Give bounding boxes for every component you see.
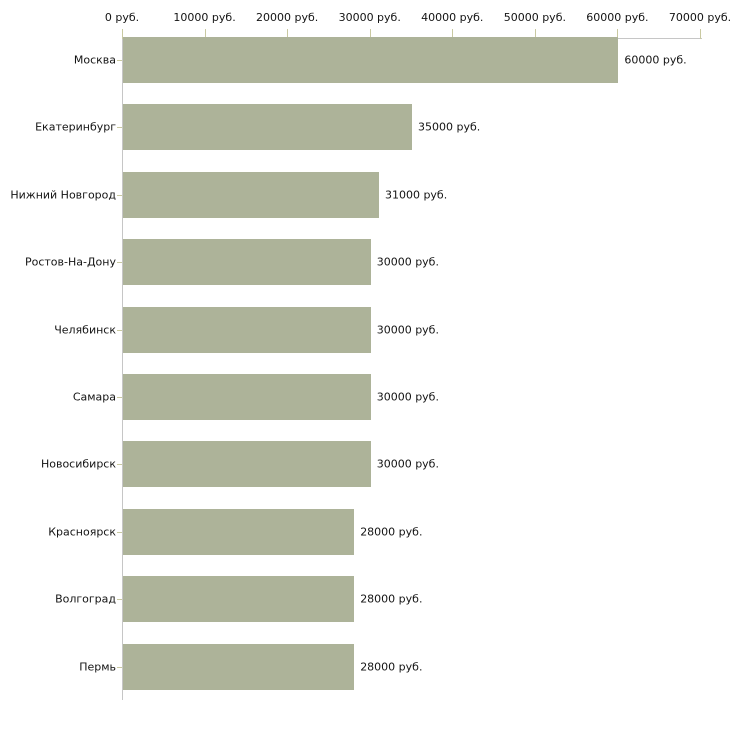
y-tick-mark [117,666,122,668]
y-tick-mark [117,60,122,61]
x-tick-mark [452,29,454,39]
category-label: Новосибирск [40,457,116,471]
x-tick-mark [699,29,701,39]
x-tick-label: 50000 руб. [503,11,566,24]
y-tick-mark [117,194,122,196]
x-tick-label: 30000 руб. [338,11,401,24]
x-tick-label: 60000 руб. [586,11,649,24]
bar [123,374,371,420]
value-label: 30000 руб. [376,390,439,404]
y-tick-mark [117,599,122,601]
value-label: 28000 руб. [360,525,423,539]
category-label: Екатеринбург [35,120,116,134]
category-label: Пермь [79,660,116,674]
category-label: Москва [73,53,116,67]
category-label: Ростов-На-Дону [24,255,116,269]
y-tick-mark [117,262,122,264]
category-label: Самара [72,390,116,404]
bar [123,441,371,488]
category-label: Нижний Новгород [10,188,116,202]
bar [123,576,355,623]
x-tick-label: 10000 руб. [173,11,236,24]
value-label: 28000 руб. [360,660,423,674]
bar [123,643,355,690]
value-label: 30000 руб. [376,457,439,471]
bar [123,37,619,83]
bar [123,306,371,353]
y-tick-mark [117,127,122,129]
value-label: 35000 руб. [417,120,481,134]
x-tick-label: 40000 руб. [421,11,484,24]
y-axis-line [122,33,123,700]
y-tick-mark [117,329,122,331]
value-label: 28000 руб. [360,592,423,606]
x-tick-label: 70000 руб. [668,11,730,24]
value-label: 30000 руб. [376,255,439,269]
value-label: 31000 руб. [384,188,448,202]
bar [123,508,355,555]
bar [123,171,379,218]
y-tick-mark [117,464,122,466]
bar [123,104,412,151]
x-tick-mark [369,29,371,39]
y-tick-mark [117,531,122,533]
bar [123,239,371,286]
x-tick-label: 20000 руб. [255,11,319,24]
x-tick-mark [287,29,289,39]
x-tick-mark [617,29,619,39]
category-label: Челябинск [54,323,116,337]
x-tick-mark [122,29,123,39]
value-label: 60000 руб. [624,53,687,67]
category-label: Красноярск [48,525,116,539]
x-tick-mark [204,29,206,39]
value-label: 30000 руб. [376,323,439,337]
category-label: Волгоград [55,592,116,606]
y-tick-mark [117,397,122,398]
x-tick-label: 0 руб. [104,11,140,24]
x-tick-mark [534,29,536,39]
